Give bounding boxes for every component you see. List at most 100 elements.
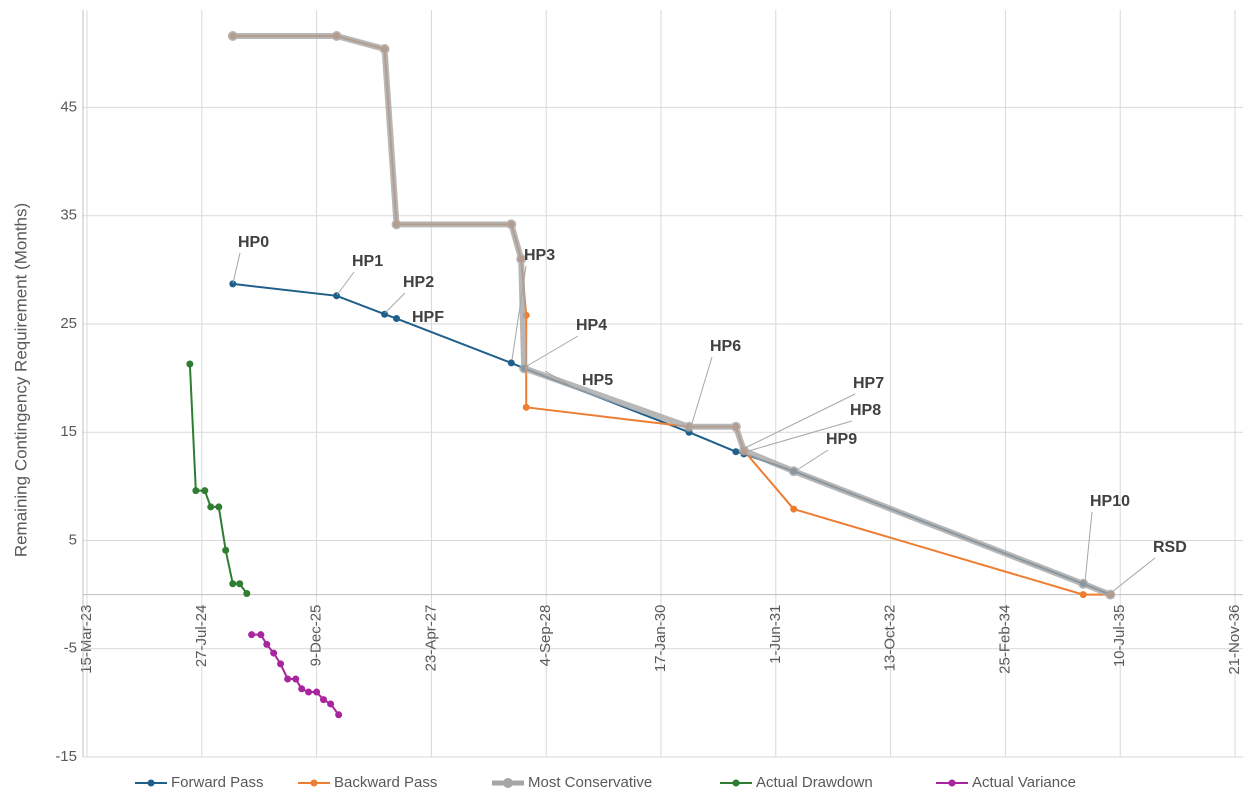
point xyxy=(229,280,237,288)
legend-label: Forward Pass xyxy=(171,774,264,791)
y-tick-label: 35 xyxy=(60,207,77,224)
point xyxy=(305,688,313,696)
point xyxy=(379,43,390,54)
x-tick-label: 17-Jan-30 xyxy=(652,605,669,673)
point xyxy=(227,30,238,41)
annotation: HP7 xyxy=(853,375,884,392)
legend-label: Actual Drawdown xyxy=(756,774,873,791)
legend-label: Most Conservative xyxy=(528,774,652,791)
legend-marker xyxy=(147,779,155,787)
legend-marker xyxy=(310,779,318,787)
point xyxy=(391,219,402,230)
line xyxy=(232,32,1112,598)
series xyxy=(186,360,251,598)
y-tick-label: 45 xyxy=(60,98,77,115)
point xyxy=(327,700,335,708)
point xyxy=(335,711,343,719)
annotation: RSD xyxy=(1153,539,1187,556)
point xyxy=(186,360,194,368)
y-tick-label: 15 xyxy=(60,423,77,440)
point xyxy=(516,254,527,264)
leader-line xyxy=(336,271,355,296)
series xyxy=(248,631,343,719)
point xyxy=(732,448,740,456)
x-tick-label: 27-Jul-24 xyxy=(193,605,210,668)
legend-label: Actual Variance xyxy=(972,774,1076,791)
point xyxy=(192,487,200,495)
point xyxy=(257,631,265,639)
y-tick-label: 5 xyxy=(69,531,77,548)
line xyxy=(188,363,248,595)
series xyxy=(227,30,1116,600)
leader-line xyxy=(544,370,581,392)
point xyxy=(263,640,271,648)
leader-line xyxy=(526,335,579,367)
point xyxy=(522,403,530,411)
point xyxy=(298,685,306,693)
x-tick-label: 1-Jun-31 xyxy=(767,605,784,664)
series xyxy=(229,280,1114,599)
x-tick-label: 13-Oct-32 xyxy=(882,605,899,672)
point xyxy=(236,580,244,588)
annotation: HP4 xyxy=(576,317,607,334)
point xyxy=(1078,578,1089,589)
annotation: HP2 xyxy=(403,274,434,291)
point xyxy=(270,649,278,657)
leader-line xyxy=(744,393,856,449)
point xyxy=(730,421,741,432)
annotation: HP10 xyxy=(1090,493,1130,510)
point xyxy=(1079,591,1087,599)
leader-line xyxy=(232,252,241,284)
point xyxy=(381,310,389,318)
annotation: HP8 xyxy=(850,402,881,419)
y-axis-label: Remaining Contingency Requirement (Month… xyxy=(11,203,30,557)
x-tick-label: 10-Jul-35 xyxy=(1111,605,1128,668)
annotation: HP0 xyxy=(238,234,269,251)
y-tick-label: -5 xyxy=(64,640,77,657)
line xyxy=(232,34,1111,596)
point xyxy=(507,359,515,367)
point xyxy=(519,363,530,374)
point xyxy=(313,688,321,696)
point xyxy=(277,660,285,668)
leader-line xyxy=(744,420,853,453)
leader-line xyxy=(1111,557,1156,593)
x-tick-label: 9-Dec-25 xyxy=(308,605,325,667)
annotation: HPF xyxy=(412,309,444,326)
line xyxy=(232,282,1111,596)
point xyxy=(284,675,292,683)
leader-line xyxy=(1084,511,1093,583)
x-tick-label: 23-Apr-27 xyxy=(422,605,439,672)
point xyxy=(207,503,215,511)
annotation: HP9 xyxy=(826,431,857,448)
point xyxy=(292,675,300,683)
point xyxy=(331,30,342,41)
point xyxy=(393,315,401,323)
point xyxy=(738,445,749,456)
point xyxy=(319,696,327,704)
annotation: HP6 xyxy=(710,338,741,355)
legend-marker xyxy=(732,779,740,787)
x-tick-label: 25-Feb-34 xyxy=(996,605,1013,674)
legend-marker xyxy=(503,778,513,788)
point xyxy=(333,292,341,300)
x-tick-label: 4-Sep-28 xyxy=(537,605,554,667)
point xyxy=(229,580,237,588)
point xyxy=(248,631,256,639)
annotation: HP1 xyxy=(352,253,383,270)
leader-line xyxy=(511,265,527,361)
point xyxy=(243,590,251,598)
y-tick-label: -15 xyxy=(55,748,77,765)
point xyxy=(201,487,209,495)
y-tick-label: 25 xyxy=(60,315,77,332)
legend-label: Backward Pass xyxy=(334,774,437,791)
annotation: HP5 xyxy=(582,372,613,389)
leader-line xyxy=(796,449,829,471)
x-tick-label: 15-Mar-23 xyxy=(78,605,95,674)
point xyxy=(222,546,230,554)
point xyxy=(1105,589,1116,600)
series xyxy=(229,32,1114,599)
annotation: HP3 xyxy=(524,247,555,264)
legend-marker xyxy=(948,779,956,787)
